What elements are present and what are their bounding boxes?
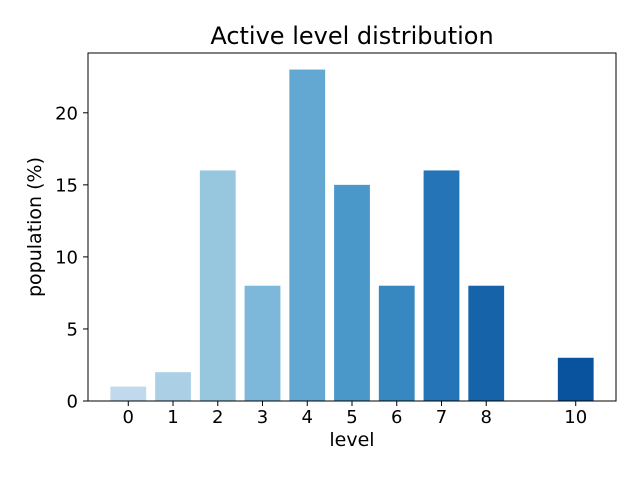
x-tick-label: 3 bbox=[257, 407, 268, 428]
y-axis-label: population (%) bbox=[24, 157, 46, 297]
bar-level-8 bbox=[468, 285, 505, 401]
chart-title: Active level distribution bbox=[210, 22, 493, 50]
x-tick-label: 2 bbox=[212, 407, 223, 428]
x-axis-label: level bbox=[329, 429, 374, 451]
x-tick-label: 6 bbox=[391, 407, 402, 428]
bar-level-1 bbox=[155, 372, 191, 401]
y-tick-label: 10 bbox=[55, 247, 78, 268]
bar-level-5 bbox=[334, 184, 370, 401]
y-tick-label: 20 bbox=[55, 103, 78, 124]
x-tick-label: 1 bbox=[167, 407, 178, 428]
bar-level-3 bbox=[244, 285, 281, 401]
x-tick-label: 10 bbox=[564, 407, 587, 428]
y-tick-label: 15 bbox=[55, 175, 78, 196]
y-tick-label: 0 bbox=[67, 392, 78, 413]
x-tick-label: 5 bbox=[346, 407, 357, 428]
ticks-group: 0 1 2 3 4 5 6 7 8 10 0 5 10 15 20 bbox=[55, 103, 587, 428]
bar-level-2 bbox=[199, 170, 236, 401]
bar-level-10 bbox=[557, 357, 594, 401]
x-tick-label: 8 bbox=[481, 407, 492, 428]
bars-group bbox=[110, 69, 594, 401]
bar-level-7 bbox=[423, 170, 460, 401]
bar-level-6 bbox=[378, 285, 415, 401]
y-tick-label: 5 bbox=[67, 319, 78, 340]
plot-area-frame bbox=[87, 52, 617, 402]
bar-level-0 bbox=[110, 386, 147, 401]
x-tick-label: 0 bbox=[123, 407, 134, 428]
x-tick-label: 4 bbox=[302, 407, 313, 428]
x-tick-label: 7 bbox=[436, 407, 447, 428]
bar-level-4 bbox=[289, 69, 326, 401]
